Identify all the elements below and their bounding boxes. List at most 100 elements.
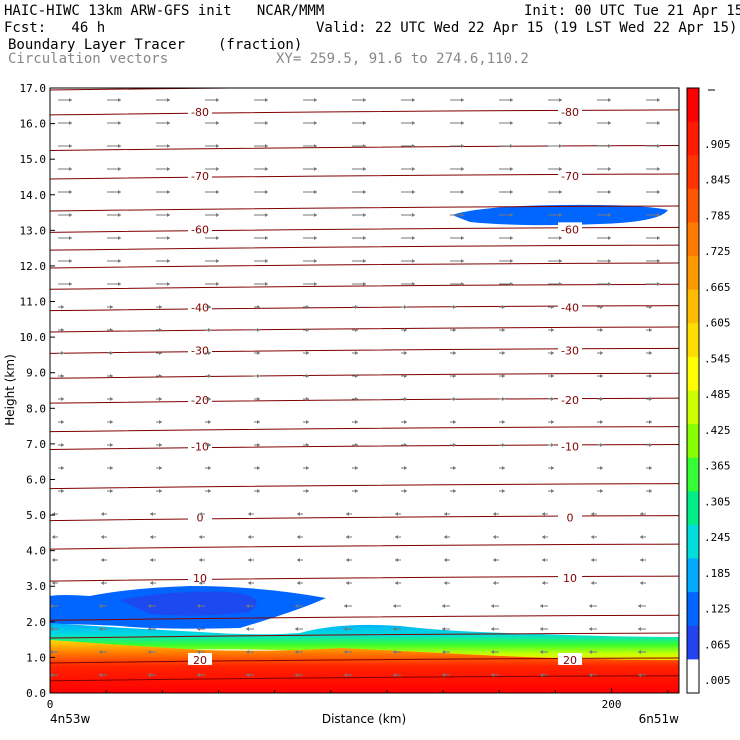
colorbar-swatch xyxy=(687,323,699,358)
wind-vector-head xyxy=(118,213,121,217)
isotherm-line xyxy=(50,614,679,621)
wind-vector-head xyxy=(355,420,358,424)
y-tick-label: 7.0 xyxy=(26,438,46,451)
wind-vector-head xyxy=(502,466,505,470)
isotherm-line xyxy=(50,675,679,682)
wind-vector-head xyxy=(649,420,652,424)
contour-label: -20 xyxy=(561,394,579,407)
wind-vector-head xyxy=(638,673,641,677)
wind-vector-head xyxy=(640,512,643,516)
wind-vector-head xyxy=(559,236,562,240)
wind-vector-head xyxy=(306,305,309,309)
wind-vector-head xyxy=(510,144,513,148)
wind-vector-head xyxy=(118,144,121,148)
wind-vector-head xyxy=(69,144,72,148)
wind-vector-head xyxy=(404,374,407,378)
wind-vector-head xyxy=(638,650,641,654)
contour-label: -40 xyxy=(191,302,209,315)
wind-vector-head xyxy=(510,98,513,102)
wind-vector-head xyxy=(50,650,53,654)
low-level-dark-blue xyxy=(120,591,257,616)
colorbar-frame xyxy=(686,87,700,694)
wind-vector-head xyxy=(638,604,641,608)
wind-vector-head xyxy=(314,282,317,286)
wind-vector-head xyxy=(608,98,611,102)
wind-vector-head xyxy=(657,121,660,125)
wind-vector-head xyxy=(657,236,660,240)
wind-vector-head xyxy=(502,420,505,424)
wind-vector-head xyxy=(257,443,260,447)
wind-vector-head xyxy=(246,604,249,608)
wind-vector-head xyxy=(295,673,298,677)
contour-label-bg xyxy=(188,343,212,356)
wind-vector-head xyxy=(355,443,358,447)
wind-vector-head xyxy=(551,466,554,470)
isotherm-line xyxy=(50,88,278,91)
wind-vector-head xyxy=(640,558,643,562)
wind-vector-head xyxy=(404,443,407,447)
wind-vector-head xyxy=(99,650,102,654)
isotherm-line xyxy=(50,205,679,212)
wind-vector-head xyxy=(355,305,358,309)
wind-vector-head xyxy=(101,581,104,585)
wind-vector-head xyxy=(167,236,170,240)
wind-vector-head xyxy=(216,259,219,263)
wind-vector-head xyxy=(257,305,260,309)
wind-vector-head xyxy=(197,604,200,608)
contour-label: -40 xyxy=(561,302,579,315)
colorbar-swatch xyxy=(687,491,699,526)
wind-vector-head xyxy=(167,167,170,171)
wind-vector-head xyxy=(99,673,102,677)
wind-vector-head xyxy=(510,213,513,217)
wind-vector-head xyxy=(248,512,251,516)
wind-vector-head xyxy=(638,627,641,631)
colorbar-swatch xyxy=(687,524,699,560)
wind-vector-head xyxy=(50,627,53,631)
wind-vector-head xyxy=(393,627,396,631)
y-tick-label: 13.0 xyxy=(20,224,47,237)
wind-vector-head xyxy=(393,650,396,654)
wind-vector-head xyxy=(314,190,317,194)
wind-vector-head xyxy=(608,236,611,240)
wind-vector-head xyxy=(216,121,219,125)
wind-vector-head xyxy=(61,397,64,401)
wind-vector-head xyxy=(649,397,652,401)
colorbar-swatch xyxy=(687,390,699,425)
wind-vector-head xyxy=(649,328,652,332)
wind-vector-head xyxy=(99,627,102,631)
wind-vector-head xyxy=(393,604,396,608)
wind-vector-head xyxy=(159,420,162,424)
wind-vector-head xyxy=(197,627,200,631)
contour-label-bg xyxy=(188,104,212,117)
wind-vector-head xyxy=(551,443,554,447)
contour-label: -80 xyxy=(191,106,209,119)
wind-vector-head xyxy=(167,190,170,194)
wind-vector-head xyxy=(110,443,113,447)
wind-vector-head xyxy=(649,305,652,309)
contour-label-bg xyxy=(188,168,212,181)
wind-vector-head xyxy=(395,581,398,585)
isotherm-line xyxy=(50,443,679,450)
wind-vector-head xyxy=(657,213,660,217)
wind-vector-head xyxy=(159,351,162,355)
y-tick-label: 15.0 xyxy=(20,153,47,166)
wind-vector-head xyxy=(355,328,358,332)
wind-vector-head xyxy=(257,466,260,470)
contour-label: 10 xyxy=(563,572,577,585)
wind-vector-head xyxy=(657,167,660,171)
wind-vector-head xyxy=(61,420,64,424)
wind-vector-head xyxy=(306,397,309,401)
wind-vector-head xyxy=(346,558,349,562)
wind-vector-head xyxy=(493,581,496,585)
wind-vector-head xyxy=(442,627,445,631)
field-units: (fraction) xyxy=(218,37,303,53)
contour-label: -80 xyxy=(561,106,579,119)
wind-vector-head xyxy=(148,627,151,631)
wind-vector-head xyxy=(542,535,545,539)
wind-vector-head xyxy=(461,282,464,286)
wind-vector-head xyxy=(306,443,309,447)
y-tick-label: 2.0 xyxy=(26,616,46,629)
wind-vector-head xyxy=(216,98,219,102)
wind-vector-head xyxy=(216,282,219,286)
wind-vector-head xyxy=(559,190,562,194)
